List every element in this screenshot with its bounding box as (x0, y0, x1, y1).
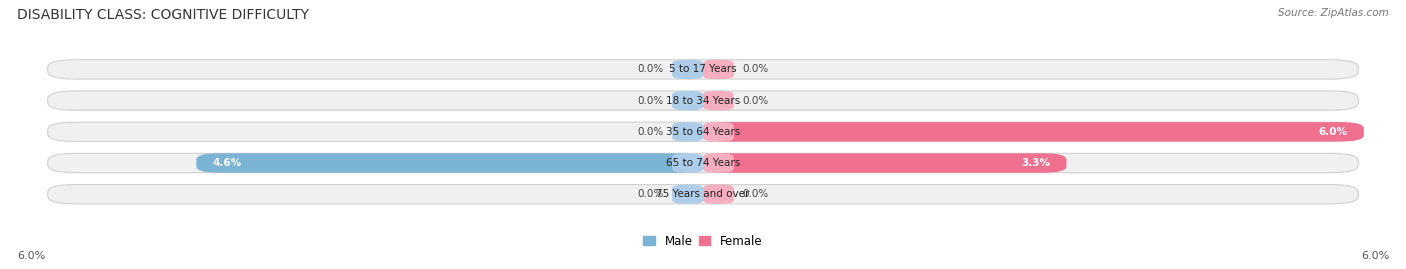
FancyBboxPatch shape (672, 60, 703, 79)
Text: 0.0%: 0.0% (742, 95, 769, 106)
FancyBboxPatch shape (703, 60, 734, 79)
Text: 0.0%: 0.0% (637, 64, 664, 75)
Text: 6.0%: 6.0% (17, 251, 45, 261)
Text: 0.0%: 0.0% (637, 127, 664, 137)
Text: 3.3%: 3.3% (1021, 158, 1050, 168)
FancyBboxPatch shape (672, 91, 703, 110)
FancyBboxPatch shape (672, 122, 703, 141)
FancyBboxPatch shape (672, 153, 703, 173)
FancyBboxPatch shape (703, 185, 734, 204)
Text: 0.0%: 0.0% (637, 189, 664, 199)
FancyBboxPatch shape (672, 185, 703, 204)
Text: 65 to 74 Years: 65 to 74 Years (666, 158, 740, 168)
Legend: Male, Female: Male, Female (644, 235, 762, 247)
Text: 4.6%: 4.6% (212, 158, 242, 168)
FancyBboxPatch shape (703, 122, 734, 141)
Text: 0.0%: 0.0% (742, 189, 769, 199)
FancyBboxPatch shape (48, 91, 1358, 110)
FancyBboxPatch shape (703, 153, 1066, 173)
FancyBboxPatch shape (703, 91, 734, 110)
FancyBboxPatch shape (197, 153, 703, 173)
FancyBboxPatch shape (48, 60, 1358, 79)
FancyBboxPatch shape (703, 122, 1364, 141)
Text: 5 to 17 Years: 5 to 17 Years (669, 64, 737, 75)
Text: Source: ZipAtlas.com: Source: ZipAtlas.com (1278, 8, 1389, 18)
Text: 0.0%: 0.0% (742, 64, 769, 75)
FancyBboxPatch shape (48, 185, 1358, 204)
Text: 75 Years and over: 75 Years and over (657, 189, 749, 199)
Text: DISABILITY CLASS: COGNITIVE DIFFICULTY: DISABILITY CLASS: COGNITIVE DIFFICULTY (17, 8, 309, 22)
FancyBboxPatch shape (48, 153, 1358, 173)
Text: 18 to 34 Years: 18 to 34 Years (666, 95, 740, 106)
Text: 6.0%: 6.0% (1361, 251, 1389, 261)
Text: 0.0%: 0.0% (637, 95, 664, 106)
Text: 35 to 64 Years: 35 to 64 Years (666, 127, 740, 137)
Text: 6.0%: 6.0% (1319, 127, 1347, 137)
FancyBboxPatch shape (703, 153, 734, 173)
FancyBboxPatch shape (48, 122, 1358, 141)
